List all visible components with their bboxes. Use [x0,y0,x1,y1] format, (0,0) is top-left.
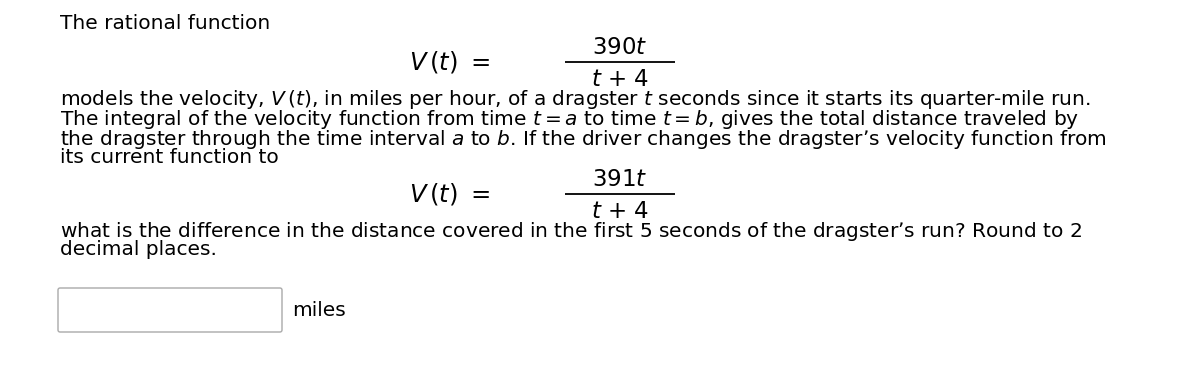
Text: models the velocity, $V\,(t)$, in miles per hour, of a dragster $t$ seconds sinc: models the velocity, $V\,(t)$, in miles … [60,88,1091,111]
Text: 390$t$: 390$t$ [593,36,648,59]
FancyBboxPatch shape [58,288,282,332]
Text: the dragster through the time interval $a$ to $b$. If the driver changes the dra: the dragster through the time interval $… [60,128,1106,151]
Text: $t$ + 4: $t$ + 4 [592,68,649,91]
Text: The integral of the velocity function from time $t = a$ to time $t = b$, gives t: The integral of the velocity function fr… [60,108,1079,131]
Text: 391$t$: 391$t$ [593,168,648,191]
Text: miles: miles [292,300,346,320]
Text: $V\,(t)\ =$: $V\,(t)\ =$ [409,181,490,207]
Text: its current function to: its current function to [60,148,278,167]
Text: $V\,(t)\ =$: $V\,(t)\ =$ [409,49,490,75]
Text: what is the difference in the distance covered in the first $5$ seconds of the d: what is the difference in the distance c… [60,220,1082,243]
Text: decimal places.: decimal places. [60,240,217,259]
Text: The rational function: The rational function [60,14,270,33]
Text: $t$ + 4: $t$ + 4 [592,200,649,223]
